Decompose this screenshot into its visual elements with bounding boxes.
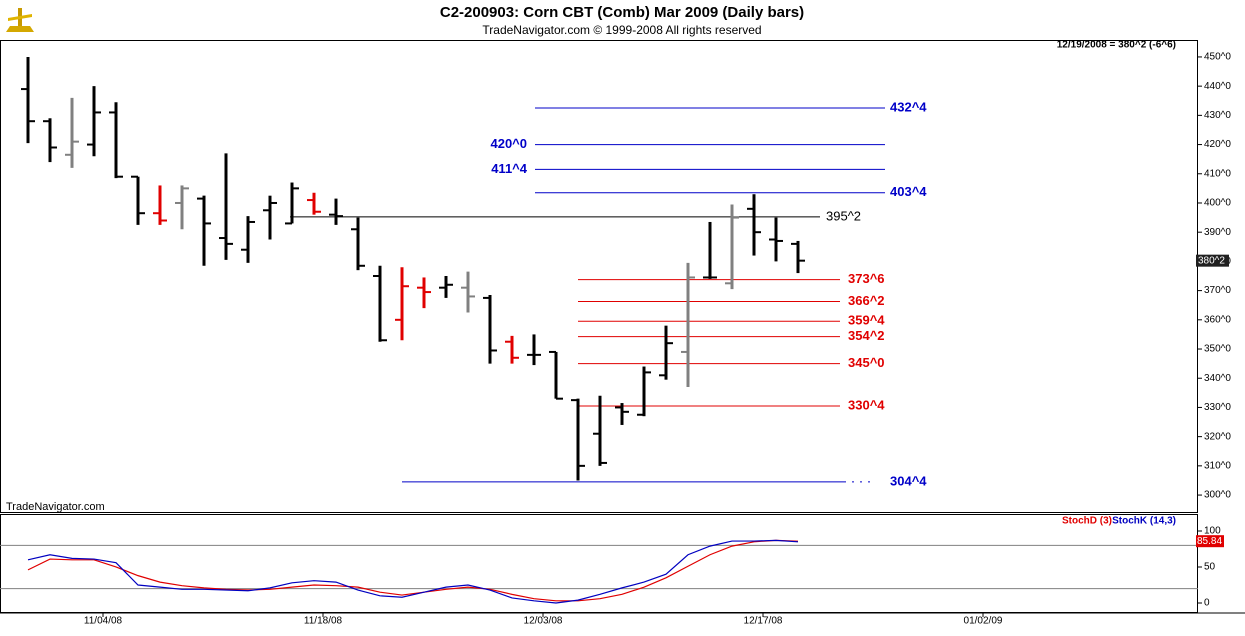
chart-title: C2-200903: Corn CBT (Comb) Mar 2009 (Dai… [440,4,804,21]
stoch-line [27,539,799,602]
level-label: 420^0 [490,136,527,151]
y-tick-label: 50 [1204,562,1216,573]
x-tick-label: 01/02/09 [964,616,1003,627]
legend-label: StochK (14,3) [1112,516,1176,527]
level-label: 330^4 [848,397,885,412]
y-tick-label: 0 [1204,598,1210,609]
y-tick-label: 100 [1204,526,1221,537]
y-tick-label: 400^0 [1204,198,1231,209]
y-tick-label: 340^0 [1204,373,1231,384]
price-panel [0,40,1198,513]
header-quote: 12/19/2008 = 380^2 (-6^6) [1057,40,1176,51]
level-label: 304^4 [890,473,927,488]
y-tick-label: 420^0 [1204,139,1231,150]
y-tick-label: 350^0 [1204,344,1231,355]
level-label: 395^2 [826,208,861,223]
y-tick-label: 440^0 [1204,81,1231,92]
last-price-label: 380^2 [1198,255,1225,266]
last-price-box [1196,254,1229,267]
y-tick-label: 430^0 [1204,110,1231,121]
logo [6,8,34,32]
x-tick-label: 12/17/08 [744,616,783,627]
level-label: 366^2 [848,293,885,308]
level-label: 345^0 [848,355,885,370]
y-tick-label: 410^0 [1204,168,1231,179]
x-tick-label: 11/18/08 [304,616,343,627]
x-tick-label: 12/03/08 [524,616,563,627]
y-tick-label: 320^0 [1204,431,1231,442]
y-tick-label: 450^0 [1204,52,1231,63]
legend-label: StochD (3) [1062,516,1112,527]
y-tick-label: 330^0 [1204,402,1231,413]
level-label: 411^4 [491,161,528,176]
level-label: 373^6 [848,271,885,286]
y-tick-label: 390^0 [1204,227,1231,238]
stoch-line [27,539,799,604]
last-value-box [1196,535,1224,548]
x-tick-label: 11/04/08 [84,616,123,627]
subtitle: TradeNavigator.com © 1999-2008 All right… [482,23,761,37]
last-value-label: 85.84 [1197,536,1222,547]
watermark: TradeNavigator.com [6,501,105,513]
y-tick-label: 370^0 [1204,285,1231,296]
y-tick-label: 360^0 [1204,314,1231,325]
level-label: 354^2 [848,328,885,343]
y-tick-label: 310^0 [1204,460,1231,471]
level-label: 432^4 [890,99,927,114]
level-label: 403^4 [890,184,927,199]
y-tick-label: 300^0 [1204,490,1231,501]
level-label: 359^4 [848,313,885,328]
